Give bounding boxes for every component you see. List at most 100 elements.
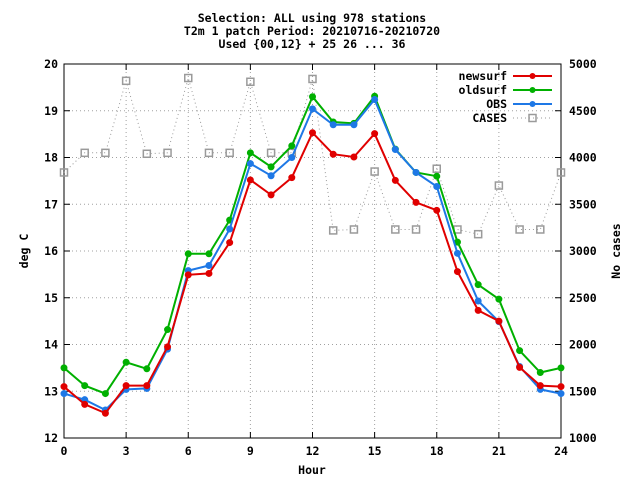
data-point [288, 154, 296, 161]
data-point [101, 148, 110, 158]
x-axis-label: Hour [298, 463, 326, 477]
title-line-2: T2m 1 patch Period: 20210716-20210720 [184, 24, 440, 38]
data-point [370, 167, 379, 176]
data-point [349, 225, 359, 234]
data-point [433, 206, 441, 214]
data-point [412, 168, 420, 176]
y-tick-label: 17 [44, 197, 58, 211]
chart-title: Selection: ALL using 978 stations T2m 1 … [184, 11, 440, 51]
y-tick-label: 16 [44, 244, 58, 258]
data-point [329, 150, 337, 158]
data-point [391, 225, 400, 234]
series-newsurf [60, 129, 565, 417]
data-point [164, 326, 172, 334]
data-point [266, 148, 276, 158]
y2-tick-label: 3000 [569, 244, 597, 258]
y2-axis-label: No cases [609, 223, 623, 278]
data-point [391, 176, 399, 184]
data-point [515, 225, 524, 234]
data-point [205, 250, 213, 258]
data-point [432, 164, 441, 173]
legend-swatch-marker [529, 101, 536, 107]
y2-tick-label: 4000 [569, 151, 597, 165]
data-point [184, 73, 193, 83]
y-tick-label: 14 [44, 338, 58, 352]
y2-tick-label: 2000 [569, 338, 597, 352]
data-point [205, 269, 213, 277]
data-point [246, 160, 254, 168]
data-point [142, 149, 152, 159]
y2-tick-label: 5000 [569, 57, 597, 71]
data-point [474, 297, 482, 305]
data-point [516, 347, 524, 355]
y-tick-label: 20 [44, 57, 58, 71]
y2-tick-label: 3500 [569, 197, 597, 211]
legend-item-oldsurf: oldsurf [459, 83, 552, 97]
axis-ticks: 0 3 6 9 12 15 18 21 24 12 13 14 15 16 17 18 19 20 1000 1500… [44, 57, 597, 458]
data-point [184, 250, 192, 258]
y-tick-label: 18 [44, 151, 58, 165]
data-point [309, 93, 316, 101]
data-point [121, 76, 131, 86]
data-point [308, 74, 317, 84]
data-point [246, 77, 255, 87]
data-point [453, 249, 461, 257]
x-tick-label: 9 [247, 444, 254, 458]
y2-tick-label: 2500 [569, 291, 597, 305]
y-tick-label: 19 [44, 104, 58, 118]
data-point [474, 281, 482, 289]
y-tick-label: 12 [44, 431, 58, 445]
data-point [81, 382, 89, 390]
data-point [474, 306, 482, 314]
data-point [143, 365, 151, 373]
data-point [246, 149, 254, 157]
data-point [267, 191, 275, 199]
data-point [226, 239, 234, 247]
data-point [412, 198, 420, 206]
x-tick-label: 24 [554, 444, 568, 458]
data-point [81, 400, 89, 408]
data-point [350, 153, 358, 161]
data-point [80, 148, 89, 158]
data-point [60, 390, 68, 398]
data-point [101, 390, 109, 398]
y2-tick-label: 1000 [569, 431, 597, 445]
data-point [246, 176, 254, 184]
data-point [226, 225, 234, 233]
title-line-1: Selection: ALL using 978 stations [198, 11, 426, 25]
data-point [59, 168, 69, 177]
x-tick-label: 21 [492, 444, 506, 458]
y-axis-label: deg C [17, 234, 31, 269]
data-point [204, 148, 214, 158]
legend-swatch-marker [528, 113, 537, 123]
legend-swatch-marker [529, 87, 536, 93]
data-point [536, 369, 544, 377]
data-point [453, 268, 461, 276]
data-point [371, 96, 379, 104]
x-tick-label: 15 [368, 444, 382, 458]
data-point [473, 229, 483, 239]
data-point [557, 390, 565, 398]
legend-item-obs: OBS [486, 97, 552, 111]
data-point [495, 317, 503, 325]
data-point [433, 182, 441, 190]
data-point [122, 358, 130, 366]
legend-label: oldsurf [459, 83, 508, 97]
legend-item-cases: CASES [472, 111, 552, 125]
legend-label: newsurf [459, 69, 508, 83]
data-point [309, 105, 316, 113]
data-point [329, 121, 337, 129]
data-point [205, 261, 213, 269]
data-point [184, 271, 192, 279]
series [59, 73, 566, 417]
series-line-obs [63, 97, 562, 412]
data-point [494, 181, 504, 190]
data-point [350, 121, 358, 129]
data-point [391, 146, 399, 154]
data-point [309, 129, 316, 137]
data-point [288, 174, 296, 182]
data-point [288, 142, 296, 150]
y-tick-label: 13 [44, 384, 58, 398]
series-line-cases [63, 76, 562, 235]
